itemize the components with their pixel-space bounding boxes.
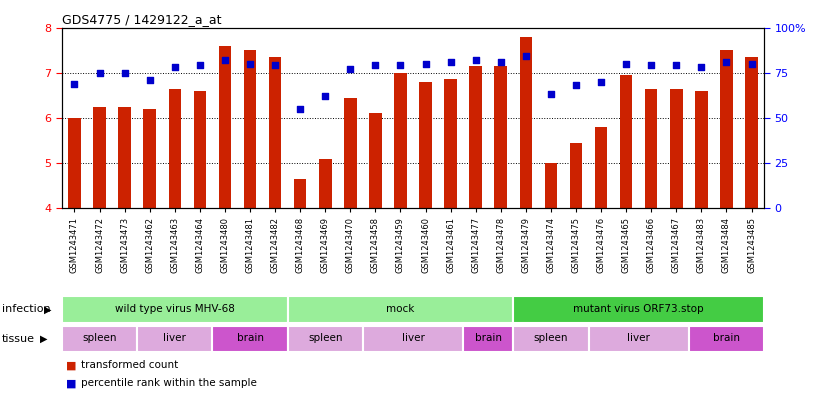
Bar (244, 50, 256, 208)
Text: wild type virus MHV-68: wild type virus MHV-68 (115, 304, 235, 314)
Point (193, 62, 206, 69)
Point (494, 59, 507, 65)
Bar (745, 57, 757, 208)
Point (544, 91, 558, 97)
Point (670, 62, 683, 69)
Bar (118, 107, 131, 208)
Bar (287, 326, 363, 352)
Point (319, 93, 332, 99)
Bar (137, 326, 212, 352)
Bar (212, 326, 287, 352)
Text: infection: infection (2, 305, 50, 314)
Point (695, 64, 708, 70)
Point (419, 61, 432, 67)
Bar (695, 91, 708, 208)
Text: liver: liver (401, 333, 425, 343)
Point (644, 62, 657, 69)
Bar (62, 326, 137, 352)
Bar (144, 109, 156, 208)
Bar (294, 179, 306, 208)
Bar (268, 57, 282, 208)
Bar (344, 97, 357, 208)
Bar (287, 296, 513, 323)
Point (520, 53, 533, 60)
Bar (495, 66, 507, 208)
Text: brain: brain (236, 333, 263, 343)
Point (745, 61, 758, 67)
Text: percentile rank within the sample: percentile rank within the sample (81, 378, 257, 388)
Bar (469, 66, 482, 208)
Point (68, 81, 81, 87)
Text: ■: ■ (66, 360, 77, 371)
Bar (93, 107, 106, 208)
Text: mutant virus ORF73.stop: mutant virus ORF73.stop (573, 304, 704, 314)
Point (268, 62, 282, 69)
Bar (588, 326, 689, 352)
Bar (645, 88, 657, 208)
Bar (570, 143, 582, 208)
Point (469, 57, 482, 63)
Bar (394, 73, 406, 208)
Text: ▶: ▶ (44, 305, 51, 314)
Bar (444, 79, 457, 208)
Bar (513, 296, 764, 323)
Bar (169, 88, 181, 208)
Bar (319, 159, 331, 208)
Text: mock: mock (387, 304, 415, 314)
Point (569, 82, 582, 88)
Point (118, 70, 131, 76)
Bar (670, 88, 682, 208)
Text: ▶: ▶ (40, 334, 47, 344)
Text: liver: liver (164, 333, 186, 343)
Text: brain: brain (475, 333, 501, 343)
Text: tissue: tissue (2, 334, 35, 344)
Text: liver: liver (627, 333, 650, 343)
Bar (620, 75, 633, 208)
Text: transformed count: transformed count (81, 360, 178, 371)
Point (169, 64, 182, 70)
Point (368, 62, 382, 69)
Bar (193, 91, 206, 208)
Bar (689, 326, 764, 352)
Point (344, 66, 357, 72)
Point (293, 106, 306, 112)
Point (93, 70, 107, 76)
Bar (62, 296, 287, 323)
Text: GDS4775 / 1429122_a_at: GDS4775 / 1429122_a_at (62, 13, 221, 26)
Point (244, 61, 257, 67)
Bar (513, 326, 588, 352)
Bar (520, 37, 532, 208)
Bar (420, 82, 432, 208)
Point (444, 59, 458, 65)
Point (218, 57, 231, 63)
Point (394, 62, 407, 69)
Text: brain: brain (713, 333, 740, 343)
Bar (720, 50, 733, 208)
Bar (369, 114, 382, 208)
Point (143, 77, 156, 83)
Text: ■: ■ (66, 378, 77, 388)
Point (595, 79, 608, 85)
Bar (595, 127, 607, 208)
Bar (219, 46, 231, 208)
Text: spleen: spleen (308, 333, 343, 343)
Point (620, 61, 633, 67)
Bar (463, 326, 513, 352)
Point (719, 59, 733, 65)
Bar (544, 163, 558, 208)
Bar (69, 118, 81, 208)
Text: spleen: spleen (534, 333, 568, 343)
Text: spleen: spleen (83, 333, 116, 343)
Bar (363, 326, 463, 352)
